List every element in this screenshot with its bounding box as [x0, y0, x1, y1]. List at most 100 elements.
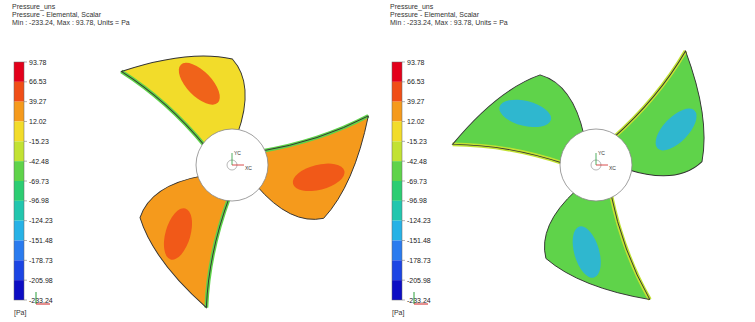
colorbar-tick [24, 220, 27, 221]
colorbar-tick [24, 240, 27, 241]
blade-edge [121, 53, 206, 166]
colorbar-tick [402, 121, 405, 122]
triad-label: XC [609, 165, 616, 171]
colorbar-tick-label: -151.48 [407, 237, 431, 244]
colorbar-tick-label: -205.98 [407, 277, 431, 284]
view-axis [36, 304, 50, 305]
header-subtitle: Pressure - Elemental, Scalar [12, 11, 102, 18]
colorbar-tick [402, 200, 405, 201]
colorbar-tick [402, 240, 405, 241]
colorbar-tick-label: -124.23 [407, 217, 431, 224]
colorbar-tick-label: 66.53 [29, 78, 47, 85]
colorbar-tick-label: -205.98 [29, 277, 53, 284]
colorbar-tick-label: -96.98 [29, 197, 49, 204]
colorbar-tick [24, 101, 27, 102]
colorbar-tick [24, 280, 27, 281]
hub [560, 129, 632, 201]
triad-label: YC [234, 150, 241, 156]
blade-surface [254, 108, 368, 222]
colorbar-tick-label: -42.48 [407, 158, 427, 165]
colorbar-tick-label: -15.23 [29, 138, 49, 145]
colorbar-band [14, 122, 24, 142]
view-axis [36, 292, 37, 304]
colorbar-tick [402, 141, 405, 142]
colorbar-band [14, 82, 24, 102]
colorbar-tick-label: 39.27 [407, 98, 425, 105]
colorbar-tick-label: -69.73 [407, 178, 427, 185]
blade-patch [649, 102, 704, 157]
blade-patch [172, 56, 227, 111]
view-axis [414, 304, 428, 305]
colorbar-tick-label: -233.24 [407, 297, 431, 304]
panel: Pressure_unsPressure - Elemental, Scalar… [12, 3, 368, 317]
colorbar-tick-label: -124.23 [29, 217, 53, 224]
triad-axis [232, 153, 233, 165]
blade-patch [159, 205, 198, 263]
colorbar-band [392, 161, 402, 181]
colorbar-band [14, 102, 24, 122]
colorbar-tick-label: -151.48 [29, 237, 53, 244]
colorbar-band [14, 62, 24, 82]
colorbar-tick [402, 300, 405, 301]
blade [543, 189, 654, 300]
blade-patch [290, 159, 348, 196]
colorbar-band [392, 122, 402, 142]
colorbar-tick-label: 39.27 [29, 98, 47, 105]
header-annotation: Min : -233.24, Max : 93.78, Units = Pa [390, 19, 508, 26]
blade-outline [543, 189, 654, 300]
colorbar-tick [24, 81, 27, 82]
header-title: Pressure_uns [12, 3, 56, 11]
colorbar-band [14, 181, 24, 201]
colorbar-tick [402, 101, 405, 102]
colorbar-band [392, 181, 402, 201]
colorbar-band [392, 280, 402, 300]
triad-axis [596, 165, 608, 166]
blade-edge [260, 109, 368, 159]
colorbar-tick [402, 260, 405, 261]
colorbar-band [14, 141, 24, 161]
colorbar-band [392, 201, 402, 221]
blade-patch [496, 95, 554, 132]
colorbar-band [14, 240, 24, 260]
colorbar-frame [14, 62, 24, 300]
colorbar-tick [24, 181, 27, 182]
blade-surface [543, 189, 654, 300]
colorbar-tick [402, 81, 405, 82]
colorbar-tick [24, 260, 27, 261]
colorbar-band [392, 62, 402, 82]
blade-edge [171, 196, 265, 307]
colorbar-tick-label: -178.73 [407, 257, 431, 264]
colorbar-band [14, 280, 24, 300]
colorbar-tick-label: -96.98 [407, 197, 427, 204]
colorbar-band [14, 221, 24, 241]
colorbar-tick-label: 93.78 [29, 59, 47, 66]
hub [196, 129, 268, 201]
colorbar-tick-label: -178.73 [29, 257, 53, 264]
colorbar-band [14, 161, 24, 181]
colorbar-band [392, 102, 402, 122]
colorbar-tick [24, 121, 27, 122]
triad-axis [232, 165, 244, 166]
colorbar-band [392, 240, 402, 260]
triad-label: YC [598, 150, 605, 156]
colorbar-tick [24, 141, 27, 142]
colorbar-tick [402, 62, 405, 63]
blade-outline [254, 108, 368, 222]
colorbar-band [392, 141, 402, 161]
colorbar-tick-label: -69.73 [29, 178, 49, 185]
colorbar-label: [Pa] [14, 309, 27, 317]
colorbar-tick-label: 93.78 [407, 59, 425, 66]
colorbar-band [392, 260, 402, 280]
panel: Pressure_unsPressure - Elemental, Scalar… [390, 3, 736, 317]
header-title: Pressure_uns [390, 3, 434, 11]
colorbar-tick [24, 161, 27, 162]
view-axis [414, 292, 415, 304]
colorbar-tick [24, 62, 27, 63]
colorbar-tick [24, 300, 27, 301]
colorbar-tick-label: 66.53 [407, 78, 425, 85]
blade [254, 108, 368, 222]
colorbar-label: [Pa] [392, 309, 405, 317]
colorbar-tick [402, 220, 405, 221]
blade-edge [453, 108, 565, 200]
colorbar-tick [402, 280, 405, 281]
